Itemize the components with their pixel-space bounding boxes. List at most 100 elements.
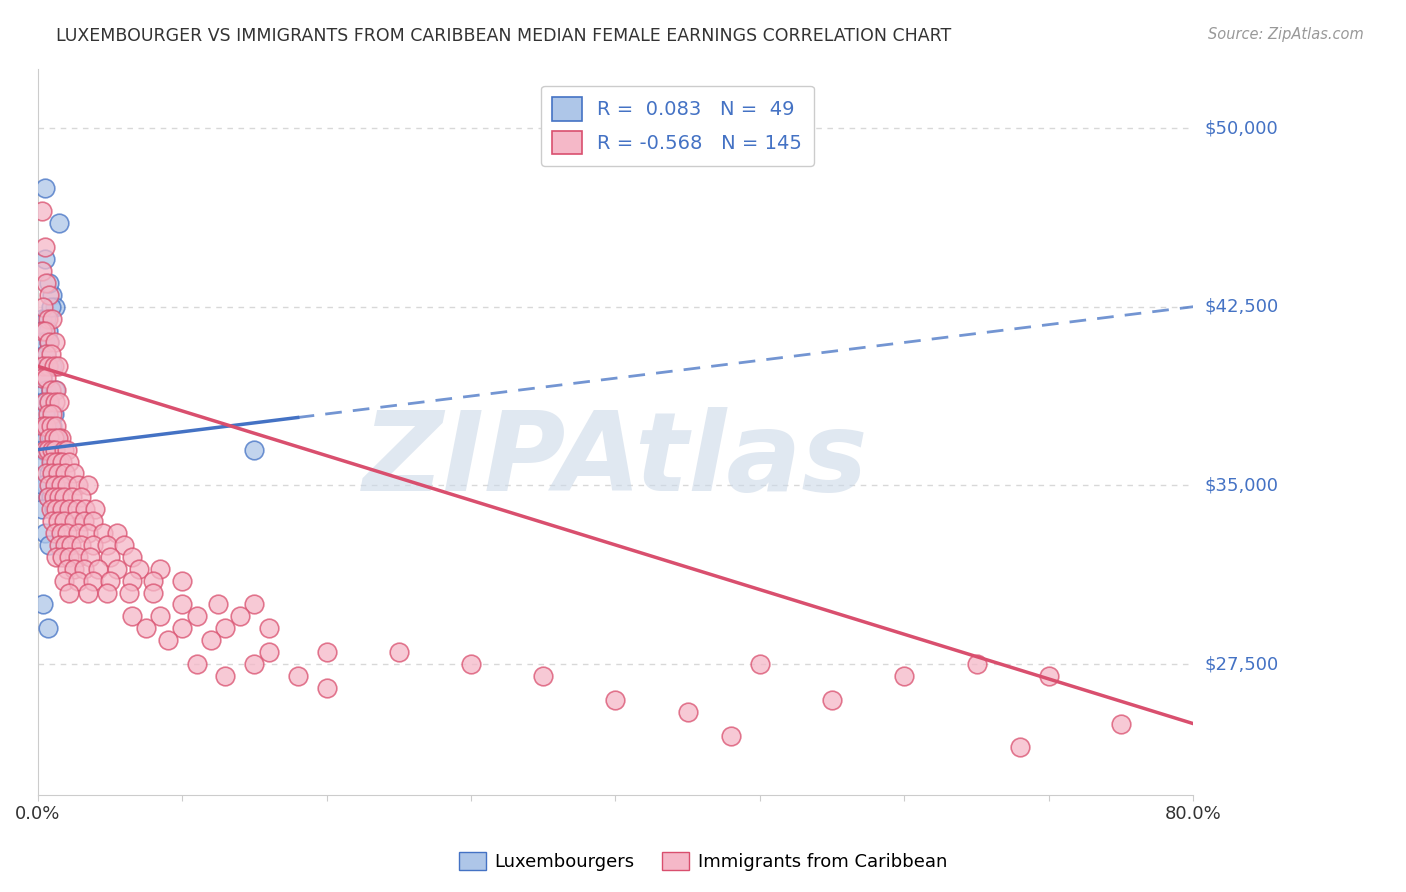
Point xyxy=(37,311,59,326)
Point xyxy=(39,300,62,314)
Point xyxy=(66,502,89,516)
Point xyxy=(37,442,59,457)
Point xyxy=(34,252,56,266)
Point xyxy=(32,598,55,612)
Point xyxy=(44,335,66,350)
Point xyxy=(55,562,77,576)
Point xyxy=(51,454,73,468)
Point xyxy=(34,442,56,457)
Point xyxy=(45,431,67,445)
Point xyxy=(41,359,63,374)
Point xyxy=(966,657,988,671)
Text: $35,000: $35,000 xyxy=(1205,476,1278,494)
Point xyxy=(73,562,96,576)
Point xyxy=(58,549,80,564)
Point xyxy=(53,467,76,481)
Point xyxy=(38,395,60,409)
Point xyxy=(257,645,280,659)
Point xyxy=(55,478,77,492)
Point xyxy=(41,407,63,421)
Point xyxy=(41,454,63,468)
Point xyxy=(42,431,65,445)
Point xyxy=(49,431,72,445)
Point xyxy=(31,502,53,516)
Point xyxy=(748,657,770,671)
Point xyxy=(531,669,554,683)
Point xyxy=(34,335,56,350)
Point xyxy=(82,514,104,528)
Point xyxy=(52,574,75,588)
Point xyxy=(243,598,266,612)
Point xyxy=(31,371,53,385)
Legend: Luxembourgers, Immigrants from Caribbean: Luxembourgers, Immigrants from Caribbean xyxy=(451,845,955,879)
Point xyxy=(128,562,150,576)
Point xyxy=(34,395,56,409)
Point xyxy=(44,383,66,397)
Point xyxy=(118,585,141,599)
Point xyxy=(48,491,70,505)
Point xyxy=(38,431,60,445)
Point xyxy=(32,300,55,314)
Point xyxy=(32,324,55,338)
Point xyxy=(77,585,100,599)
Point xyxy=(39,383,62,397)
Point xyxy=(39,431,62,445)
Point xyxy=(31,311,53,326)
Point xyxy=(91,526,114,541)
Point xyxy=(257,621,280,635)
Point xyxy=(41,442,63,457)
Point xyxy=(315,681,337,695)
Point xyxy=(48,478,70,492)
Point xyxy=(32,478,55,492)
Point xyxy=(84,502,107,516)
Point xyxy=(35,276,58,290)
Point xyxy=(121,549,143,564)
Point xyxy=(200,633,222,648)
Point xyxy=(53,538,76,552)
Text: $42,500: $42,500 xyxy=(1205,298,1278,316)
Point xyxy=(38,335,60,350)
Point xyxy=(49,526,72,541)
Point xyxy=(35,478,58,492)
Text: ZIPAtlas: ZIPAtlas xyxy=(363,408,868,515)
Point xyxy=(32,359,55,374)
Point xyxy=(62,467,84,481)
Point xyxy=(41,418,63,433)
Point xyxy=(105,562,128,576)
Point xyxy=(142,585,165,599)
Point xyxy=(38,288,60,302)
Point xyxy=(44,442,66,457)
Point xyxy=(149,609,172,624)
Point xyxy=(893,669,915,683)
Point xyxy=(62,514,84,528)
Point xyxy=(58,454,80,468)
Point xyxy=(229,609,252,624)
Point xyxy=(37,407,59,421)
Point xyxy=(48,454,70,468)
Point xyxy=(821,693,844,707)
Point xyxy=(45,502,67,516)
Point xyxy=(67,574,90,588)
Point xyxy=(34,180,56,194)
Point xyxy=(37,359,59,374)
Point xyxy=(51,502,73,516)
Text: $50,000: $50,000 xyxy=(1205,119,1278,137)
Point xyxy=(34,407,56,421)
Point xyxy=(39,347,62,361)
Point xyxy=(45,549,67,564)
Point xyxy=(37,442,59,457)
Point xyxy=(31,204,53,219)
Point xyxy=(186,609,208,624)
Point xyxy=(720,729,742,743)
Point xyxy=(105,526,128,541)
Point xyxy=(676,705,699,719)
Point xyxy=(460,657,482,671)
Point xyxy=(67,549,90,564)
Point xyxy=(37,491,59,505)
Point xyxy=(35,431,58,445)
Point xyxy=(1109,716,1132,731)
Point xyxy=(172,574,194,588)
Point xyxy=(121,609,143,624)
Point xyxy=(34,324,56,338)
Point xyxy=(112,538,135,552)
